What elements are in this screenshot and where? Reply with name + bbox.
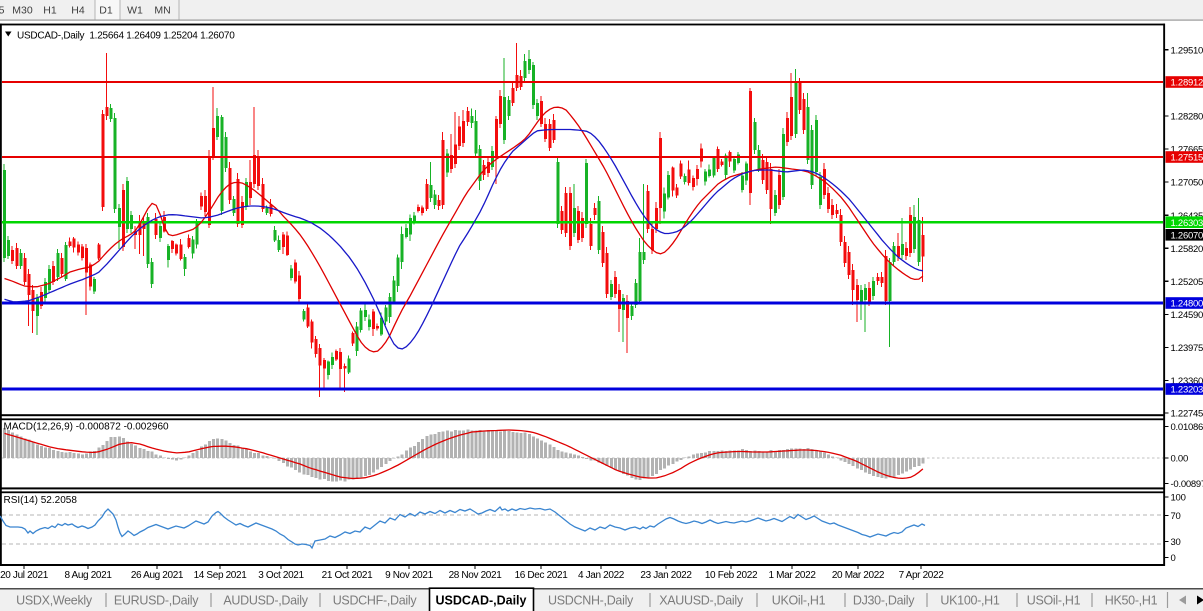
svg-text:30: 30 [1171, 537, 1181, 548]
svg-text:1.28912: 1.28912 [1171, 78, 1203, 89]
svg-text:26 Aug 2021: 26 Aug 2021 [131, 570, 184, 581]
svg-text:H1: H1 [43, 5, 57, 17]
svg-text:MN: MN [154, 5, 170, 17]
svg-text:MACD(12,26,9) -0.000872 -0.002: MACD(12,26,9) -0.000872 -0.002960 [4, 422, 170, 433]
svg-text:0.00: 0.00 [1171, 454, 1189, 465]
svg-text:70: 70 [1171, 511, 1181, 522]
svg-text:H4: H4 [71, 5, 85, 17]
svg-text:1.25205: 1.25205 [1171, 277, 1203, 288]
svg-text:USDCHF-,Daily: USDCHF-,Daily [333, 594, 418, 608]
svg-text:4 Jan 2022: 4 Jan 2022 [578, 570, 625, 581]
svg-text:1.23203: 1.23203 [1171, 385, 1203, 396]
svg-text:USDCAD-,Daily: USDCAD-,Daily [436, 594, 527, 608]
svg-text:20 Jul 2021: 20 Jul 2021 [0, 570, 49, 581]
svg-text:1.28280: 1.28280 [1171, 112, 1203, 123]
svg-text:M30: M30 [12, 5, 33, 17]
svg-text:1.23975: 1.23975 [1171, 343, 1203, 354]
svg-text:14 Sep 2021: 14 Sep 2021 [194, 570, 248, 581]
svg-text:DJ30-,Daily: DJ30-,Daily [853, 594, 915, 608]
svg-text:1.29510: 1.29510 [1171, 45, 1203, 56]
svg-text:USOil-,H1: USOil-,H1 [1027, 594, 1081, 608]
svg-text:1.27050: 1.27050 [1171, 178, 1203, 189]
svg-text:1.24590: 1.24590 [1171, 310, 1203, 321]
svg-text:USDCAD-,Daily 1.25664 1.26409: USDCAD-,Daily 1.25664 1.26409 1.25204 1.… [17, 31, 235, 42]
svg-text:1.26435: 1.26435 [1171, 211, 1203, 222]
svg-text:9 Nov 2021: 9 Nov 2021 [385, 570, 433, 581]
svg-text:1.27665: 1.27665 [1171, 145, 1203, 156]
svg-text:16 Dec 2021: 16 Dec 2021 [515, 570, 569, 581]
svg-text:UK100-,H1: UK100-,H1 [940, 594, 999, 608]
svg-text:3 Oct 2021: 3 Oct 2021 [258, 570, 304, 581]
svg-text:23 Jan 2022: 23 Jan 2022 [640, 570, 692, 581]
svg-text:100: 100 [1171, 493, 1186, 504]
svg-text:1.23360: 1.23360 [1171, 376, 1203, 387]
svg-text:D1: D1 [99, 5, 113, 17]
svg-text:10 Feb 2022: 10 Feb 2022 [705, 570, 758, 581]
svg-text:XAUUSD-,Daily: XAUUSD-,Daily [659, 594, 744, 608]
svg-text:1.26303: 1.26303 [1171, 218, 1203, 229]
svg-text:HK50-,H1: HK50-,H1 [1105, 594, 1158, 608]
svg-text:USDCNH-,Daily: USDCNH-,Daily [548, 594, 634, 608]
svg-text:EURUSD-,Daily: EURUSD-,Daily [114, 594, 199, 608]
svg-text:USDX,Weekly: USDX,Weekly [16, 594, 93, 608]
svg-text:5: 5 [0, 5, 5, 17]
svg-text:-0.00897: -0.00897 [1171, 479, 1203, 490]
svg-text:1 Mar 2022: 1 Mar 2022 [768, 570, 816, 581]
svg-text:8 Aug 2021: 8 Aug 2021 [64, 570, 112, 581]
svg-text:1.25820: 1.25820 [1171, 244, 1203, 255]
svg-text:UKOil-,H1: UKOil-,H1 [772, 594, 826, 608]
svg-text:W1: W1 [127, 5, 143, 17]
svg-text:RSI(14) 52.2058: RSI(14) 52.2058 [4, 495, 78, 506]
svg-text:0.010869: 0.010869 [1171, 422, 1203, 433]
svg-text:21 Oct 2021: 21 Oct 2021 [322, 570, 373, 581]
svg-text:20 Mar 2022: 20 Mar 2022 [832, 570, 885, 581]
svg-text:1.24800: 1.24800 [1171, 299, 1203, 310]
svg-text:28 Nov 2021: 28 Nov 2021 [449, 570, 503, 581]
svg-text:1.27515: 1.27515 [1171, 153, 1203, 164]
svg-text:0: 0 [1171, 553, 1176, 564]
svg-text:1.26070: 1.26070 [1171, 230, 1203, 241]
svg-text:7 Apr 2022: 7 Apr 2022 [899, 570, 945, 581]
svg-text:AUDUSD-,Daily: AUDUSD-,Daily [223, 594, 308, 608]
svg-text:1.22745: 1.22745 [1171, 409, 1203, 420]
